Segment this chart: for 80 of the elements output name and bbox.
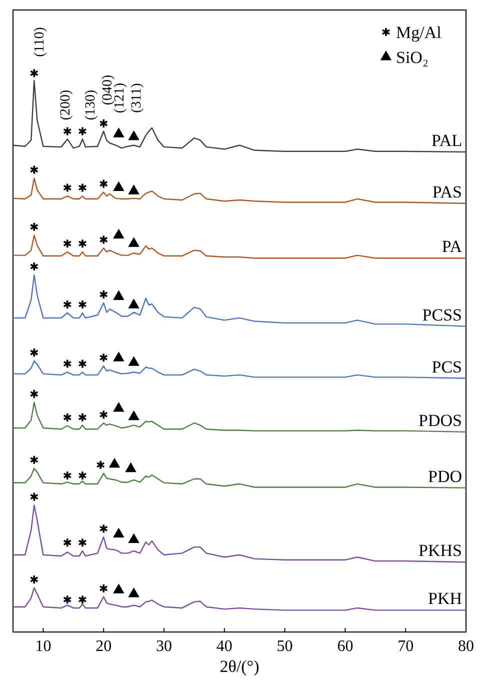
series-label: PAL [431,130,462,150]
annotation: (121) [112,82,128,114]
legend-label: Mg/Al [396,23,442,42]
point [113,181,124,191]
point [113,402,124,412]
point [128,298,140,308]
point [113,352,124,362]
point [78,238,87,249]
point [78,126,87,136]
point [62,238,72,249]
point [78,412,87,422]
series-label: PDO [428,466,462,486]
point [30,68,39,78]
point [30,348,39,358]
point [128,587,140,598]
point [99,524,108,534]
annotation: (311) [130,82,144,113]
series-label: PA [442,237,463,256]
point [78,358,87,369]
series-label: PKHS [418,541,462,560]
point [96,460,105,470]
text: (110) [32,26,48,57]
x-tick-label: 40 [216,638,232,655]
point [99,352,108,363]
x-tick-label: 70 [398,638,414,655]
point [30,454,39,465]
point [30,389,39,399]
x-axis-title: 2θ/(°) [220,657,260,676]
series-label: PCS [432,357,462,376]
point [99,178,108,189]
point [113,528,124,538]
point [128,184,140,194]
point [62,300,72,310]
series-label: PDOS [418,410,462,430]
point [99,410,108,420]
point [62,182,72,193]
x-tick-label: 30 [156,638,172,655]
point [62,412,72,422]
series-label: PKH [428,589,462,608]
series-label: PAS [432,182,462,202]
annotation: (040) [100,74,116,106]
point [30,222,39,232]
point [30,574,39,584]
point [99,234,108,245]
x-tick-label: 80 [458,638,474,655]
point [62,126,72,136]
point [128,130,140,140]
annotation: (130) [84,90,98,120]
x-tick-label: 20 [96,638,112,655]
point [113,584,124,594]
point [113,228,124,238]
point [62,358,72,369]
point [113,128,124,138]
point [30,262,39,272]
x-tick-label: 50 [276,638,293,655]
point [128,533,140,544]
point [78,300,87,310]
point [99,290,108,300]
point [78,182,87,193]
point [62,594,72,605]
legend-label: SiO₂ [396,48,428,67]
annotation: (200) [58,90,74,120]
point [128,410,140,420]
point [125,462,136,472]
point [78,470,87,480]
point [99,118,108,128]
point [62,470,72,480]
point [128,237,140,247]
point [128,356,140,366]
point [78,538,87,548]
point [108,458,120,468]
point [99,583,108,594]
point [78,594,87,605]
x-tick-label: 60 [337,638,354,655]
series-label: PCSS [422,305,462,324]
point [62,538,72,548]
point [113,290,124,300]
point [30,164,39,175]
x-tick-label: 10 [35,638,52,655]
point [30,492,39,502]
